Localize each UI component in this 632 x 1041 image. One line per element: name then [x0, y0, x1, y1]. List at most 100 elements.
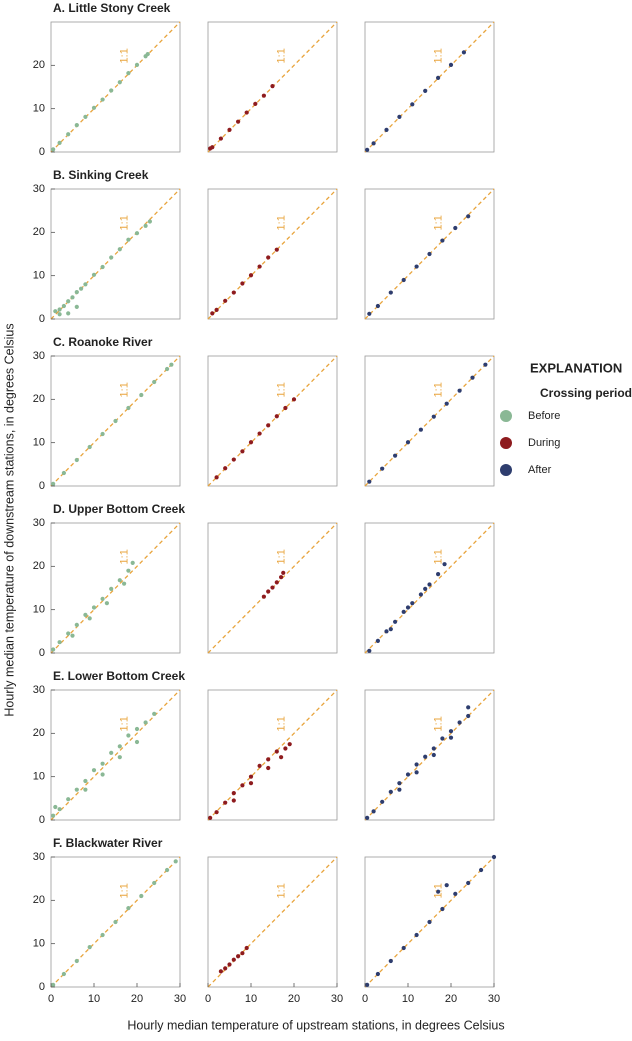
annotation: 1:1 [432, 382, 444, 397]
point [218, 969, 223, 974]
point [388, 627, 393, 632]
point [367, 311, 372, 316]
annotation: 1:1 [118, 716, 130, 731]
point [248, 781, 254, 786]
point [57, 807, 62, 812]
plot-frame [50, 355, 181, 487]
point [283, 405, 288, 411]
point [479, 867, 484, 873]
panel: 1:1 [364, 21, 495, 153]
point [270, 585, 275, 590]
plot-frame [364, 188, 495, 320]
legend-label: Before [528, 410, 560, 422]
point [401, 609, 406, 614]
point [266, 255, 271, 260]
plot-frame [364, 856, 495, 988]
panel: 1:1 [207, 21, 338, 153]
plot-frame [50, 856, 181, 988]
point [208, 815, 213, 820]
point [423, 88, 428, 93]
point [165, 867, 170, 873]
y-tick-label: 10 [33, 103, 45, 115]
point [83, 778, 88, 784]
point [279, 575, 284, 580]
point [227, 127, 232, 132]
point [244, 110, 249, 115]
y-tick-label: 30 [33, 851, 45, 863]
point [100, 596, 105, 601]
point [134, 62, 140, 67]
x-tick-label: 30 [331, 993, 343, 1005]
panel: B. Sinking Creek 1:1 0 10 20 30 [33, 168, 181, 325]
annotation: 1:1 [275, 48, 287, 63]
point [139, 893, 144, 899]
point [87, 945, 92, 950]
point [66, 631, 71, 636]
annotation: 1:1 [118, 549, 130, 564]
point [423, 754, 428, 759]
point [466, 713, 471, 719]
point [380, 466, 385, 471]
legend-label: During [528, 437, 560, 449]
point [210, 145, 215, 150]
panel-title: D. Upper Bottom Creek [53, 502, 185, 516]
point [371, 809, 376, 814]
one-to-one-line [50, 689, 181, 821]
point [453, 225, 458, 231]
y-tick-label: 10 [33, 270, 45, 282]
y-tick-label: 10 [33, 437, 45, 449]
point [240, 449, 245, 454]
point [261, 93, 266, 98]
point [126, 237, 131, 242]
plot-frame [207, 689, 338, 821]
point [61, 303, 66, 309]
point [51, 982, 56, 987]
point [117, 744, 122, 749]
y-tick-label: 30 [33, 684, 45, 696]
point [375, 971, 380, 977]
point [218, 136, 223, 141]
point [91, 272, 97, 277]
plot-frame [50, 689, 181, 821]
point [410, 102, 415, 107]
point [397, 781, 402, 786]
point [257, 431, 262, 436]
point [83, 114, 88, 119]
point [367, 479, 372, 484]
point [74, 457, 79, 463]
legend-label: After [528, 464, 552, 476]
point [214, 307, 219, 312]
point [83, 282, 88, 287]
y-tick-label: 30 [33, 350, 45, 362]
x-tick-label: 10 [88, 993, 100, 1005]
point [483, 362, 488, 367]
point [117, 247, 122, 252]
point [444, 401, 449, 406]
point [74, 304, 79, 309]
point [126, 71, 131, 76]
point [414, 932, 419, 938]
point [431, 752, 436, 758]
point [113, 919, 118, 925]
point [436, 572, 441, 577]
annotation: 1:1 [432, 716, 444, 731]
x-tick-label: 30 [488, 993, 500, 1005]
point [70, 633, 75, 638]
point [165, 366, 170, 372]
x-tick-label: 30 [174, 993, 186, 1005]
point [231, 798, 236, 803]
y-tick-label: 0 [39, 313, 45, 325]
point [61, 971, 66, 977]
legend-marker [500, 437, 512, 449]
y-tick-label: 30 [33, 183, 45, 195]
point [74, 290, 79, 295]
point [266, 765, 271, 771]
y-axis-label: Hourly median temperature of downstream … [2, 323, 16, 716]
point [51, 481, 56, 486]
point [74, 123, 79, 128]
point [173, 859, 178, 864]
point [466, 705, 471, 710]
point [266, 423, 271, 428]
point [91, 605, 97, 610]
point [440, 906, 445, 912]
